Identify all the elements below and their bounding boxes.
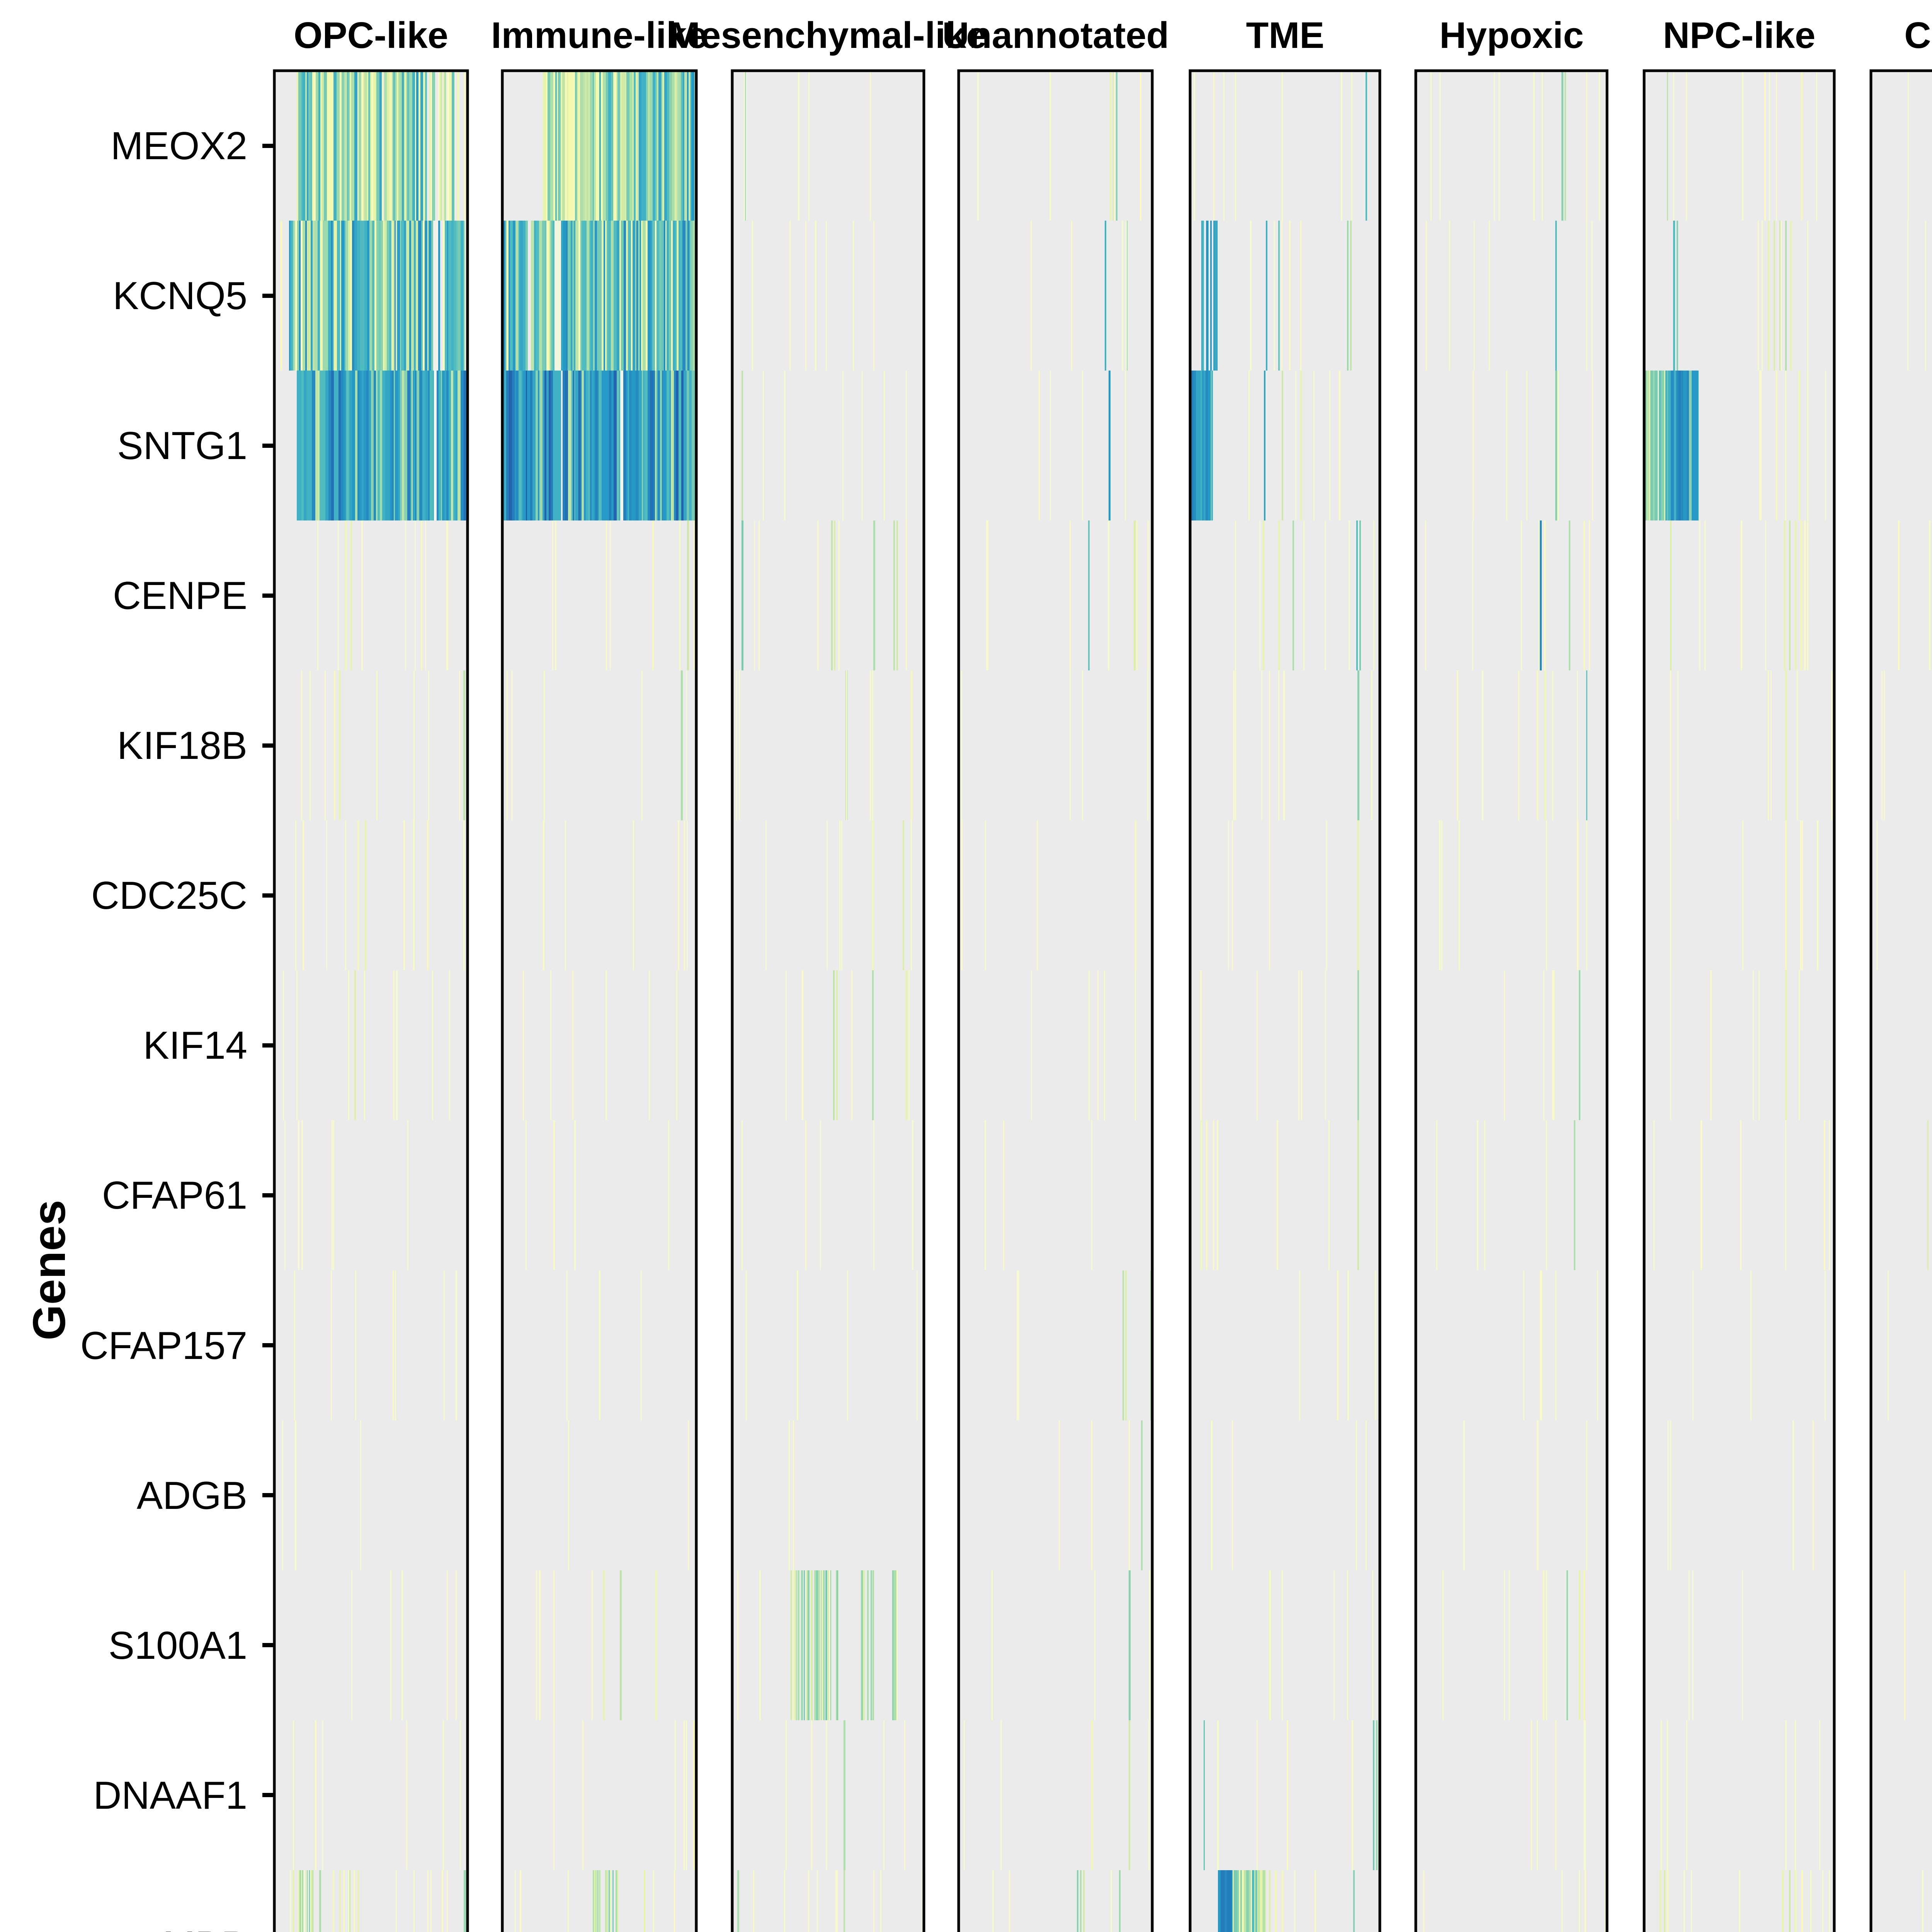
svg-text:KIF18B: KIF18B xyxy=(117,724,247,767)
svg-text:ADGB: ADGB xyxy=(137,1474,247,1517)
svg-text:OPC-like: OPC-like xyxy=(294,15,448,56)
svg-text:Genes: Genes xyxy=(24,1200,75,1340)
svg-text:CP-like: CP-like xyxy=(1904,15,1932,56)
svg-text:CFAP61: CFAP61 xyxy=(102,1174,247,1217)
svg-text:CFAP157: CFAP157 xyxy=(80,1324,247,1367)
svg-text:KIF14: KIF14 xyxy=(143,1024,247,1067)
svg-text:SNTG1: SNTG1 xyxy=(117,424,247,468)
svg-text:CENPE: CENPE xyxy=(113,574,247,617)
svg-text:TME: TME xyxy=(1246,15,1325,56)
svg-text:S100A1: S100A1 xyxy=(109,1624,247,1667)
svg-text:CDC25C: CDC25C xyxy=(91,874,247,917)
svg-text:MBP: MBP xyxy=(163,1924,247,1932)
svg-text:Unannotated: Unannotated xyxy=(942,15,1169,56)
svg-text:Hypoxic: Hypoxic xyxy=(1439,15,1583,56)
svg-text:DNAAF1: DNAAF1 xyxy=(94,1774,247,1817)
svg-text:Immune-like: Immune-like xyxy=(491,15,707,56)
svg-text:Mesenchymal-like: Mesenchymal-like xyxy=(669,15,987,56)
svg-text:KCNQ5: KCNQ5 xyxy=(113,274,247,318)
svg-text:NPC-like: NPC-like xyxy=(1663,15,1816,56)
svg-text:MEOX2: MEOX2 xyxy=(111,124,247,168)
